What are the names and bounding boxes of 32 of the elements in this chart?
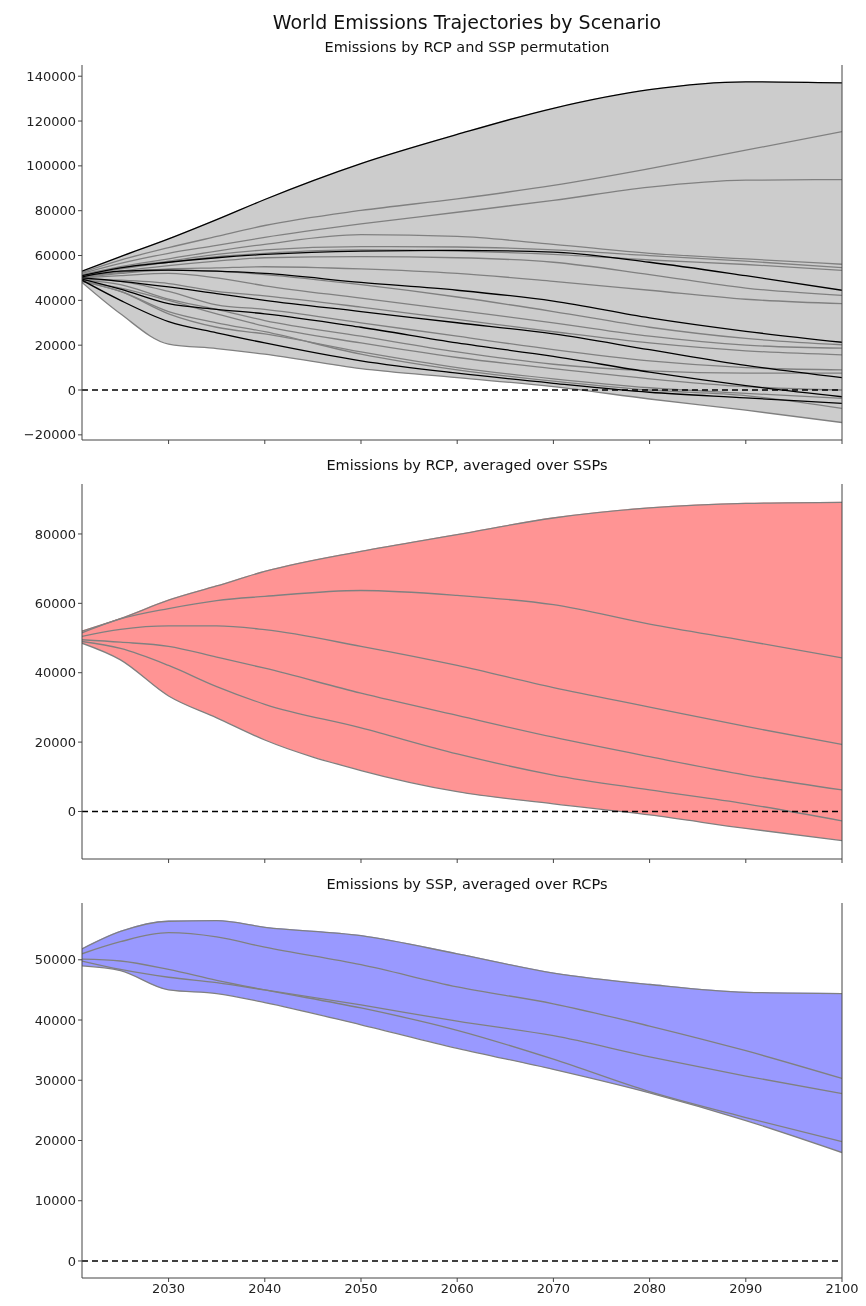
y-tick-label: −20000 [23,427,76,443]
x-tick-label: 2100 [825,1281,859,1297]
y-tick-label: 20000 [34,1133,76,1149]
x-tick-label: 2070 [536,1281,570,1297]
y-tick-label: 60000 [34,248,76,264]
x-tick-label: 2040 [248,1281,282,1297]
y-tick-label: 20000 [34,734,76,750]
y-tick-label: 140000 [26,68,76,84]
y-tick-label: 80000 [34,526,76,542]
chart-title: Emissions by RCP, averaged over SSPs [325,456,609,475]
x-tick-label: 2080 [633,1281,667,1297]
y-tick-label: 0 [67,804,76,820]
y-tick-label: 50000 [34,952,76,968]
x-tick-label: 2090 [729,1281,763,1297]
y-tick-label: 0 [67,1253,76,1269]
y-tick-label: 40000 [34,665,76,681]
y-tick-label: 80000 [34,203,76,219]
chart-title: World Emissions Trajectories by Scenario [271,10,663,35]
x-tick-label: 2030 [152,1281,186,1297]
y-tick-label: 40000 [34,292,76,308]
y-tick-label: 20000 [34,337,76,353]
y-tick-label: 30000 [34,1072,76,1088]
y-tick-label: 40000 [34,1012,76,1028]
x-tick-label: 2060 [440,1281,474,1297]
y-tick-label: 60000 [34,595,76,611]
y-tick-label: 100000 [26,158,76,174]
chart-title: Emissions by SSP, averaged over RCPs [325,875,609,894]
y-tick-label: 10000 [34,1193,76,1209]
y-tick-label: 0 [67,382,76,398]
x-tick-label: 2050 [344,1281,378,1297]
chart-subtitle: Emissions by RCP and SSP permutation [323,38,611,57]
y-tick-label: 120000 [26,113,76,129]
